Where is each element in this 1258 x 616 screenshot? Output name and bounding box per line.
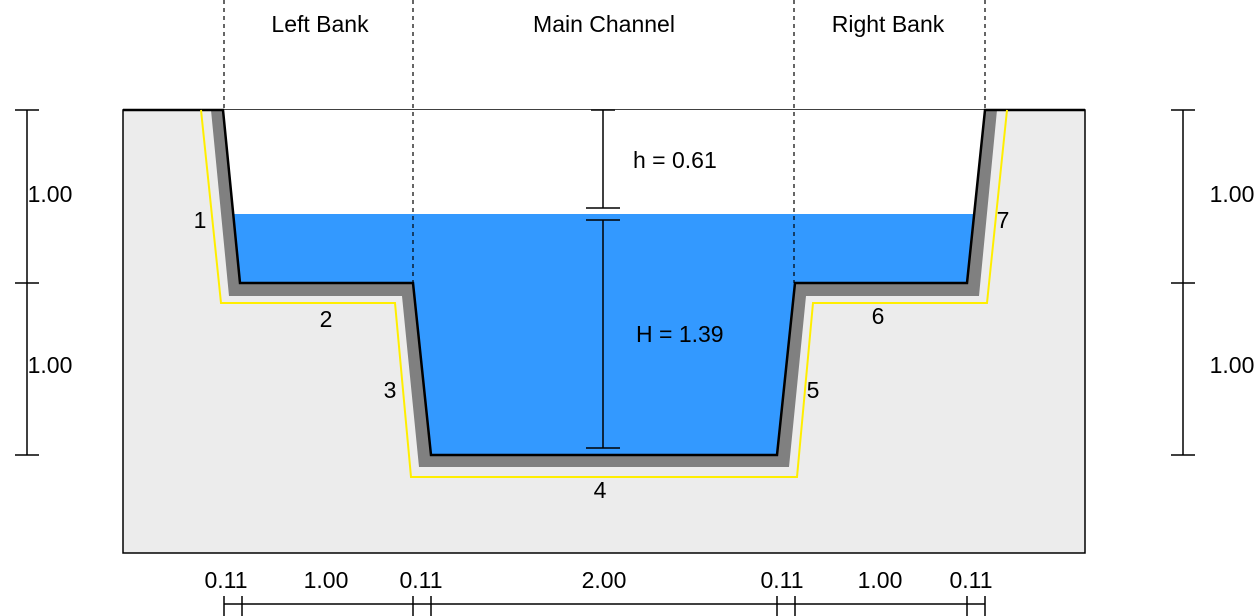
header: Right Bank (832, 11, 945, 37)
dimension-label: 0.11 (204, 567, 247, 593)
segment-label: 3 (384, 377, 397, 403)
dimension-label: 0.11 (949, 567, 992, 593)
left-dimension (15, 109, 39, 456)
depth-measure (586, 109, 620, 449)
dimension-label: 1.00 (28, 181, 73, 207)
dimension-label: 1.00 (28, 352, 73, 378)
channel-outline (123, 108, 1085, 457)
dimension-label: 1.00 (304, 567, 349, 593)
bottom-dimension (223, 596, 986, 616)
segment-label: 2 (320, 306, 333, 332)
segment-label: 7 (997, 207, 1010, 233)
dimension-label: 1.00 (858, 567, 903, 593)
segment-label: 6 (872, 303, 885, 329)
dimension-label: 1.00 (1210, 181, 1255, 207)
segment-label: 4 (594, 477, 607, 503)
right-dimension (1171, 109, 1195, 456)
water (233, 214, 975, 455)
segment-label: 5 (807, 377, 820, 403)
header: Left Bank (271, 11, 369, 37)
header: Main Channel (533, 11, 675, 37)
segment-label: 1 (194, 207, 207, 233)
depth-label: H = 1.39 (636, 321, 724, 347)
dimension-label: 0.11 (760, 567, 803, 593)
dimension-label: 2.00 (582, 567, 627, 593)
depth-label: h = 0.61 (633, 147, 717, 173)
dimension-label: 1.00 (1210, 352, 1255, 378)
wetted-perimeter (200, 109, 1008, 478)
dimension-label: 0.11 (399, 567, 442, 593)
